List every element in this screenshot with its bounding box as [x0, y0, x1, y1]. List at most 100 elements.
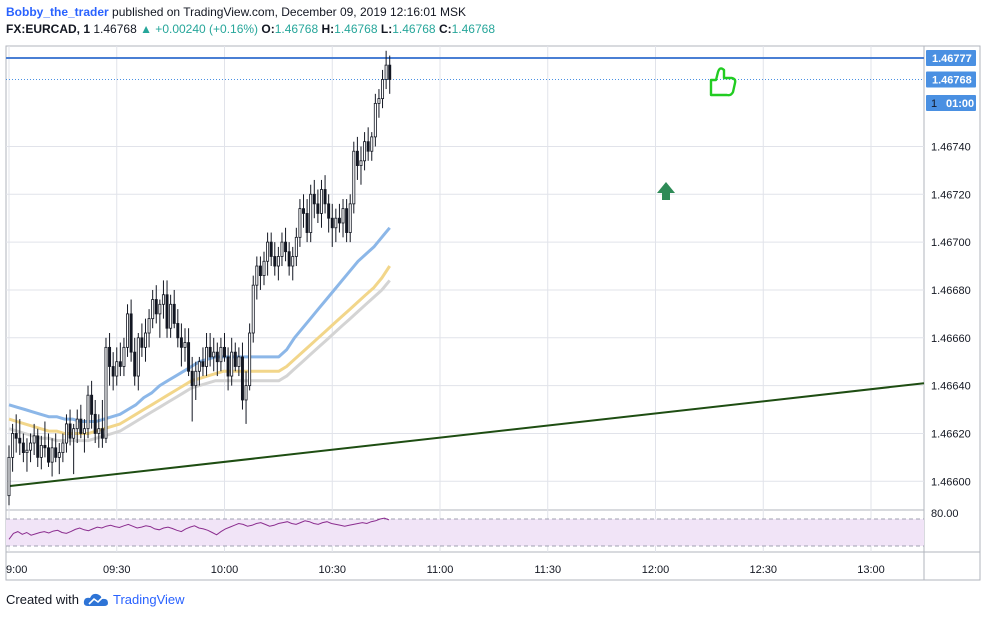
candle-body: [86, 394, 90, 430]
candle-body: [64, 423, 68, 444]
author-link[interactable]: Bobby_the_trader: [6, 5, 109, 19]
tradingview-link[interactable]: TradingView: [112, 592, 185, 607]
candle-body: [280, 241, 284, 257]
open-value: 1.46768: [274, 22, 319, 36]
candle: [208, 333, 212, 367]
x-tick-label: 10:00: [211, 564, 239, 576]
candle: [14, 414, 18, 453]
up-arrow-icon: [657, 182, 675, 200]
moving-averages: [8, 226, 391, 443]
candle: [348, 194, 352, 243]
candle: [187, 328, 191, 377]
candle: [72, 423, 76, 475]
candle: [280, 232, 284, 267]
candle: [190, 356, 194, 422]
candle-body: [266, 241, 270, 262]
candle-body: [341, 208, 345, 224]
candle-body: [68, 423, 72, 439]
candle: [126, 304, 130, 357]
tradingview-cloud-icon: [83, 593, 108, 606]
candle: [86, 385, 90, 439]
candle-body: [90, 394, 94, 415]
candle-body: [269, 241, 273, 257]
candle: [251, 275, 255, 343]
price-tag-prefix: 1: [931, 98, 937, 110]
candle: [355, 136, 359, 180]
candle-body: [240, 356, 244, 401]
candle-body: [183, 342, 187, 348]
y-tick-label: 1.46640: [931, 381, 971, 393]
candle-body: [230, 351, 234, 377]
ema-slow-line: [8, 279, 391, 443]
candle: [21, 433, 25, 463]
candle-body: [61, 442, 65, 453]
y-tick-label: 1.46720: [931, 189, 971, 201]
candle-body: [337, 217, 341, 224]
candle-body: [32, 435, 36, 444]
candle: [366, 127, 370, 161]
candle: [100, 399, 104, 448]
price-tag-label: 1.46768: [932, 74, 972, 86]
price-levels: [6, 56, 924, 80]
ohlc-line: FX:EURCAD, 1 1.46768 ▲ +0.00240 (+0.16%)…: [6, 21, 495, 38]
candle: [7, 445, 11, 506]
candle: [25, 438, 29, 472]
candle-body: [47, 447, 50, 463]
candle: [266, 232, 270, 276]
candle-body: [140, 337, 144, 348]
candle-body: [251, 284, 255, 334]
candle-body: [233, 351, 237, 367]
candle-body: [7, 456, 11, 497]
candle-body: [50, 447, 54, 463]
ema-mid-line: [8, 265, 391, 435]
candle: [11, 423, 15, 472]
candle-body: [205, 346, 209, 367]
candle-body: [309, 193, 313, 233]
candle: [140, 323, 144, 357]
candle-body: [312, 193, 316, 205]
candle-body: [165, 294, 169, 329]
y-tick-label: 1.46700: [931, 237, 971, 249]
candle: [302, 194, 305, 228]
candle: [47, 433, 50, 467]
candle: [32, 423, 36, 455]
x-tick-label: 11:00: [427, 564, 454, 576]
candle: [309, 184, 313, 243]
candle: [129, 299, 133, 362]
price-tag-bg: [926, 49, 976, 66]
candle-body: [302, 208, 305, 214]
candle-body: [118, 361, 122, 367]
candle-body: [197, 361, 201, 372]
candle-body: [273, 256, 277, 267]
candle: [287, 242, 291, 276]
candle: [201, 347, 205, 377]
candle-body: [126, 313, 130, 348]
candle: [319, 179, 323, 228]
candle: [284, 227, 288, 262]
candle: [176, 309, 180, 348]
candle-body: [161, 294, 165, 305]
symbol-label[interactable]: FX:EURCAD, 1: [6, 22, 91, 36]
candle-body: [345, 208, 349, 233]
x-tick-label: 10:30: [318, 564, 346, 576]
publish-line: Bobby_the_trader published on TradingVie…: [6, 4, 495, 21]
candle: [54, 433, 58, 463]
open-label: O:: [261, 22, 275, 36]
candle: [233, 342, 237, 372]
candle-body: [237, 356, 241, 367]
candle: [377, 89, 381, 118]
candle-body: [93, 413, 97, 434]
candle-body: [97, 428, 101, 434]
candle: [384, 50, 388, 90]
candle-body: [262, 260, 266, 277]
candle-body: [373, 103, 377, 138]
candle-body: [54, 447, 58, 458]
price-tag: 01:00 1: [926, 95, 976, 111]
rsi-band: [6, 519, 924, 546]
created-with-text: Created with: [6, 592, 79, 607]
candle: [363, 132, 367, 171]
candle-body: [223, 346, 226, 358]
axis-labels: 1.46600 1.46620 1.46640 1.46660 1.46680 1.467…: [6, 53, 971, 576]
candle: [169, 294, 173, 338]
